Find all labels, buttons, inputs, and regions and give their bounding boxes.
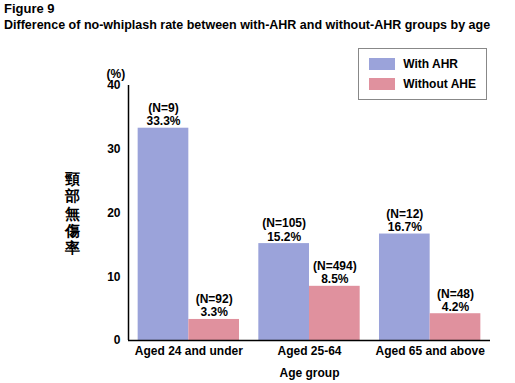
svg-text:(%): (%) bbox=[107, 67, 126, 81]
html-text:Without AHE: Without AHE bbox=[403, 77, 476, 91]
svg-text:(N=105)15.2%: (N=105)15.2% bbox=[262, 216, 306, 243]
svg-text:頸部無傷率: 頸部無傷率 bbox=[64, 170, 80, 256]
svg-text:(N=12)16.7%: (N=12)16.7% bbox=[386, 207, 423, 234]
svg-text:Age group: Age group bbox=[280, 366, 340, 380]
svg-text:(N=92)3.3%: (N=92)3.3% bbox=[196, 292, 233, 319]
svg-text:Aged 65 and above: Aged 65 and above bbox=[375, 344, 485, 358]
html-text:With AHR: With AHR bbox=[403, 57, 458, 71]
svg-text:0: 0 bbox=[114, 333, 121, 347]
svg-text:40: 40 bbox=[107, 78, 121, 93]
svg-text:(N=48)4.2%: (N=48)4.2% bbox=[437, 287, 474, 314]
html-text:Figure 9: Figure 9 bbox=[4, 1, 55, 16]
svg-text:(N=494)8.5%: (N=494)8.5% bbox=[313, 259, 357, 286]
svg-text:20: 20 bbox=[107, 206, 121, 220]
svg-text:10: 10 bbox=[107, 270, 121, 284]
svg-text:(N=9)33.3%: (N=9)33.3% bbox=[146, 101, 180, 128]
html-text:Difference of no-whiplash rate: Difference of no-whiplash rate between w… bbox=[4, 18, 491, 32]
svg-text:Aged 24 and under: Aged 24 and under bbox=[135, 344, 243, 358]
svg-text:Aged 25-64: Aged 25-64 bbox=[277, 344, 341, 358]
svg-text:30: 30 bbox=[107, 142, 121, 156]
